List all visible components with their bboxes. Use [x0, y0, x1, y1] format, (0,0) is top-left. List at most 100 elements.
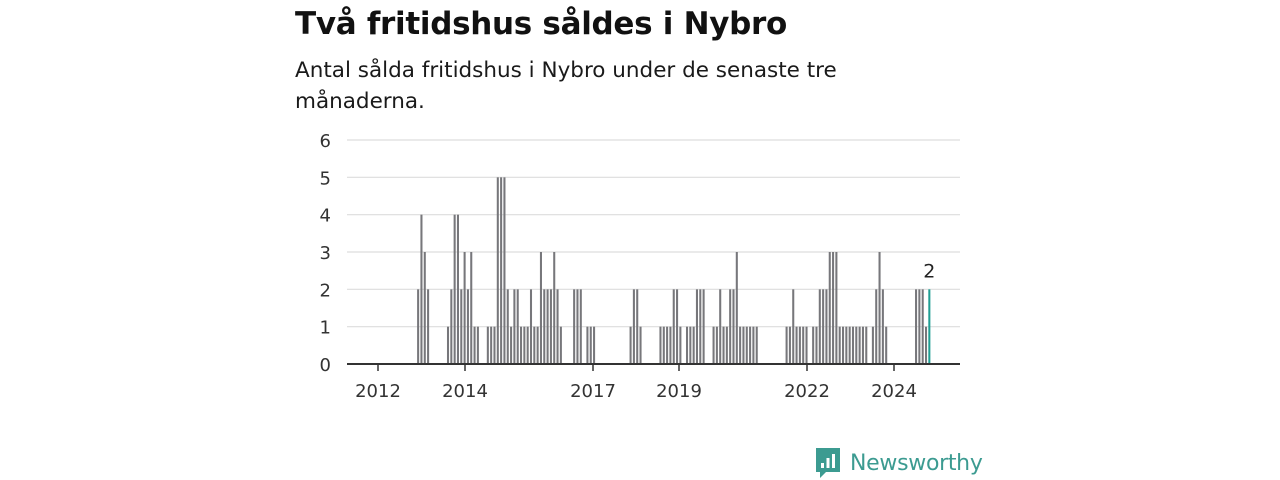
bar	[523, 326, 526, 364]
bar	[420, 214, 423, 364]
bar	[812, 326, 815, 364]
newsworthy-logo[interactable]: Newsworthy	[814, 446, 983, 480]
bar	[792, 289, 795, 364]
bar	[496, 177, 499, 364]
bar	[659, 326, 662, 364]
y-axis-labels: 0 1 2 3 4 5 6	[320, 131, 331, 376]
bar	[556, 289, 559, 364]
bar	[500, 177, 503, 364]
bar	[593, 326, 596, 364]
x-axis-labels: 2012 2014 2017 2019 2022 2024	[355, 381, 917, 402]
bar	[516, 289, 519, 364]
bar	[745, 326, 748, 364]
bar	[924, 326, 928, 364]
bar	[822, 289, 825, 364]
x-tick-label: 2024	[871, 381, 917, 402]
bar	[692, 326, 695, 364]
bar	[662, 326, 665, 364]
bar	[742, 326, 745, 364]
bar	[858, 326, 861, 364]
bar	[513, 289, 516, 364]
bar	[520, 326, 523, 364]
bar	[539, 252, 542, 364]
bar	[553, 252, 556, 364]
bar	[579, 289, 582, 364]
bar-chart: 0 1 2 3 4 5 6 2012 2014 2017 2019 2022 2024 2	[320, 131, 960, 402]
bar	[423, 252, 426, 364]
bar	[699, 289, 702, 364]
bar	[573, 289, 576, 364]
x-tick-label: 2012	[355, 381, 401, 402]
bar	[805, 326, 808, 364]
x-tick-label: 2019	[656, 381, 702, 402]
bar	[456, 214, 459, 364]
y-tick-label: 5	[320, 168, 331, 189]
bar	[722, 326, 725, 364]
last-value-label: 2	[923, 260, 935, 282]
brand-name: Newsworthy	[850, 450, 983, 476]
bar	[828, 252, 831, 364]
y-tick-label: 2	[320, 280, 331, 301]
chart-title: Två fritidshus såldes i Nybro	[295, 6, 788, 42]
bar	[712, 326, 715, 364]
bar	[818, 289, 821, 364]
bar	[802, 326, 805, 364]
bar	[918, 289, 921, 364]
bar	[506, 289, 509, 364]
bar	[788, 326, 791, 364]
bar	[881, 289, 884, 364]
bar	[855, 326, 858, 364]
bar	[453, 214, 456, 364]
bar	[885, 326, 888, 364]
x-axis-ticks	[377, 364, 895, 371]
bar	[725, 326, 728, 364]
bar	[735, 252, 738, 364]
bar	[586, 326, 589, 364]
bar	[589, 326, 592, 364]
bar	[559, 326, 562, 364]
bar	[632, 289, 635, 364]
bar	[795, 326, 798, 364]
bar	[529, 289, 533, 364]
bar	[536, 326, 539, 364]
x-tick-label: 2022	[784, 381, 830, 402]
bar	[845, 326, 848, 364]
bar	[921, 289, 924, 364]
bar	[729, 289, 732, 364]
bar	[470, 252, 473, 364]
bar	[838, 326, 841, 364]
bar	[510, 326, 513, 364]
bar	[676, 289, 679, 364]
highlight-bar	[928, 289, 931, 364]
bar	[629, 326, 632, 364]
bar	[666, 326, 669, 364]
bar	[865, 326, 868, 364]
bar	[752, 326, 755, 364]
bar	[476, 326, 479, 364]
bar	[832, 252, 835, 364]
bar	[875, 289, 878, 364]
y-tick-label: 1	[320, 318, 331, 339]
bar	[715, 326, 718, 364]
bar	[669, 326, 672, 364]
bar	[490, 326, 493, 364]
bar	[848, 326, 851, 364]
bar	[749, 326, 752, 364]
bar	[842, 326, 845, 364]
bar	[861, 326, 864, 364]
bar	[851, 326, 855, 364]
bar	[695, 289, 698, 364]
bar	[526, 326, 529, 364]
bar	[825, 289, 828, 364]
bar	[685, 326, 689, 364]
bar	[719, 289, 722, 364]
bar	[503, 177, 506, 364]
chart-subtitle: Antal sålda fritidshus i Nybro under de …	[295, 58, 837, 114]
bar	[835, 252, 838, 364]
x-tick-label: 2017	[570, 381, 616, 402]
y-tick-label: 0	[320, 355, 331, 376]
bar	[576, 289, 579, 364]
bar	[460, 289, 463, 364]
bar	[639, 326, 642, 364]
bar	[785, 326, 788, 364]
